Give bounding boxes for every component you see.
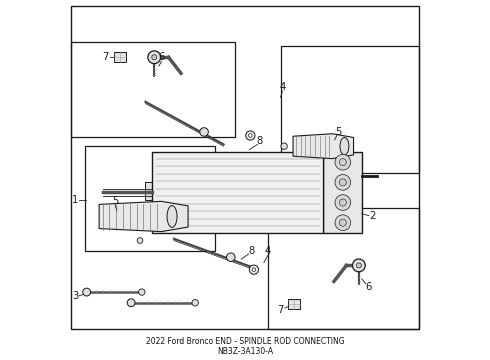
Text: 2: 2 <box>369 211 375 221</box>
Polygon shape <box>99 201 188 231</box>
Circle shape <box>245 131 255 140</box>
Circle shape <box>152 55 157 60</box>
Text: 2022 Ford Bronco END - SPINDLE ROD CONNECTING: 2022 Ford Bronco END - SPINDLE ROD CONNE… <box>146 337 344 346</box>
Bar <box>146 182 154 199</box>
Text: 3: 3 <box>72 291 78 301</box>
Bar <box>281 46 418 173</box>
Circle shape <box>252 268 256 271</box>
Text: 4: 4 <box>279 82 286 92</box>
Circle shape <box>281 143 287 149</box>
Circle shape <box>137 238 143 243</box>
Bar <box>85 146 215 251</box>
Polygon shape <box>293 134 353 159</box>
Circle shape <box>339 159 346 166</box>
Circle shape <box>339 179 346 186</box>
Circle shape <box>139 289 145 295</box>
Text: 6: 6 <box>366 283 372 292</box>
Text: 5: 5 <box>335 127 342 137</box>
Bar <box>114 52 126 62</box>
Circle shape <box>200 128 208 136</box>
Text: 7: 7 <box>102 52 109 62</box>
Bar <box>289 299 300 309</box>
Circle shape <box>148 51 161 64</box>
Bar <box>268 208 418 329</box>
Circle shape <box>127 299 135 307</box>
Text: 4: 4 <box>265 246 271 256</box>
Circle shape <box>226 253 235 261</box>
Circle shape <box>249 265 259 274</box>
Bar <box>72 42 235 137</box>
Text: 8: 8 <box>257 136 263 146</box>
Circle shape <box>335 175 351 190</box>
Circle shape <box>192 300 198 306</box>
Ellipse shape <box>167 206 177 228</box>
Text: 7: 7 <box>277 305 284 315</box>
Circle shape <box>352 259 365 272</box>
Text: NB3Z-3A130-A: NB3Z-3A130-A <box>217 347 273 356</box>
Circle shape <box>356 263 361 268</box>
Text: 1: 1 <box>72 194 78 204</box>
Text: 8: 8 <box>248 246 254 256</box>
Text: 5: 5 <box>112 196 118 206</box>
Circle shape <box>248 134 252 137</box>
Ellipse shape <box>340 138 349 155</box>
Bar <box>323 152 363 233</box>
Circle shape <box>83 288 91 296</box>
Circle shape <box>335 154 351 170</box>
Circle shape <box>339 219 346 226</box>
Text: 6: 6 <box>158 52 165 62</box>
Circle shape <box>339 199 346 206</box>
Circle shape <box>335 215 351 230</box>
Polygon shape <box>152 152 323 233</box>
Circle shape <box>335 195 351 210</box>
